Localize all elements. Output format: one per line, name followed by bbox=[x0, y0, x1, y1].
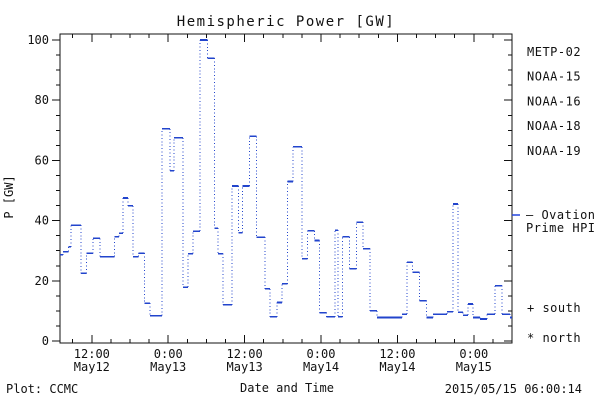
y-tick-label: 0 bbox=[42, 334, 49, 348]
axes: 12:00May120:00May1312:00May130:00May1412… bbox=[27, 33, 513, 374]
x-tick-date-label: May12 bbox=[74, 360, 110, 374]
y-tick-label: 20 bbox=[35, 274, 49, 288]
legend-item-noaa-15: NOAA-15 bbox=[527, 70, 581, 84]
y-tick-label: 40 bbox=[35, 214, 49, 228]
legend-ovation-line1: — Ovation bbox=[526, 208, 596, 222]
y-tick-label: 80 bbox=[35, 93, 49, 107]
x-tick-date-label: May15 bbox=[456, 360, 492, 374]
x-tick-date-label: May13 bbox=[150, 360, 186, 374]
plot-credit: Plot: CCMC bbox=[6, 382, 78, 396]
x-tick-time-label: 12:00 bbox=[379, 347, 415, 361]
x-tick-time-label: 12:00 bbox=[74, 347, 110, 361]
legend-item-noaa-16: NOAA-16 bbox=[527, 94, 581, 108]
plot-timestamp: 2015/05/15 06:00:14 bbox=[445, 382, 582, 396]
x-tick-time-label: 12:00 bbox=[227, 347, 263, 361]
x-tick-date-label: May13 bbox=[227, 360, 263, 374]
legend-ovation-line2: Prime HPI bbox=[526, 221, 596, 235]
y-tick-label: 100 bbox=[27, 33, 49, 47]
legend-south-marker: + south bbox=[527, 301, 581, 315]
x-axis-label: Date and Time bbox=[240, 381, 334, 395]
plot-border bbox=[59, 33, 513, 344]
data-series-ovation-prime-hpi bbox=[60, 39, 512, 320]
legend-item-noaa-18: NOAA-18 bbox=[527, 119, 581, 133]
x-tick-time-label: 0:00 bbox=[307, 347, 336, 361]
x-tick-time-label: 0:00 bbox=[459, 347, 488, 361]
x-tick-date-label: May14 bbox=[303, 360, 339, 374]
y-axis-label: P [GW] bbox=[2, 175, 16, 218]
x-tick-date-label: May14 bbox=[379, 360, 415, 374]
legend-north-marker: * north bbox=[527, 331, 581, 345]
chart-title: Hemispheric Power [GW] bbox=[177, 14, 395, 30]
legend-item-metp-02: METP-02 bbox=[527, 45, 581, 59]
y-tick-label: 60 bbox=[35, 153, 49, 167]
x-tick-time-label: 0:00 bbox=[154, 347, 183, 361]
legend-item-noaa-19: NOAA-19 bbox=[527, 144, 581, 158]
legend: METP-02 NOAA-15 NOAA-16 NOAA-18 NOAA-19 — Ov… bbox=[512, 45, 596, 345]
legend-satellites: METP-02 NOAA-15 NOAA-16 NOAA-18 NOAA-19 bbox=[527, 45, 581, 158]
